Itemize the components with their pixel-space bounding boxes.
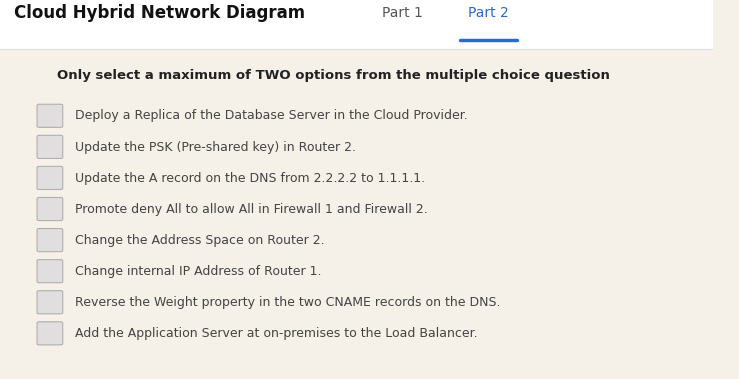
FancyBboxPatch shape	[37, 135, 63, 158]
Text: Update the PSK (Pre-shared key) in Router 2.: Update the PSK (Pre-shared key) in Route…	[75, 141, 356, 153]
Text: Change internal IP Address of Router 1.: Change internal IP Address of Router 1.	[75, 265, 321, 278]
FancyBboxPatch shape	[37, 166, 63, 190]
FancyBboxPatch shape	[37, 291, 63, 314]
Text: Only select a maximum of TWO options from the multiple choice question: Only select a maximum of TWO options fro…	[57, 69, 610, 82]
Text: Promote deny All to allow All in Firewall 1 and Firewall 2.: Promote deny All to allow All in Firewal…	[75, 203, 428, 216]
Text: Update the A record on the DNS from 2.2.2.2 to 1.1.1.1.: Update the A record on the DNS from 2.2.…	[75, 172, 425, 185]
FancyBboxPatch shape	[37, 104, 63, 127]
Text: Reverse the Weight property in the two CNAME records on the DNS.: Reverse the Weight property in the two C…	[75, 296, 500, 309]
FancyBboxPatch shape	[37, 229, 63, 252]
Text: Part 1: Part 1	[382, 6, 423, 20]
Text: Cloud Hybrid Network Diagram: Cloud Hybrid Network Diagram	[14, 4, 305, 22]
Text: Deploy a Replica of the Database Server in the Cloud Provider.: Deploy a Replica of the Database Server …	[75, 110, 468, 122]
FancyBboxPatch shape	[37, 322, 63, 345]
FancyBboxPatch shape	[37, 260, 63, 283]
Text: Add the Application Server at on-premises to the Load Balancer.: Add the Application Server at on-premise…	[75, 327, 477, 340]
FancyBboxPatch shape	[0, 0, 713, 49]
Text: Part 2: Part 2	[468, 6, 509, 20]
FancyBboxPatch shape	[37, 197, 63, 221]
Text: Change the Address Space on Router 2.: Change the Address Space on Router 2.	[75, 234, 324, 247]
